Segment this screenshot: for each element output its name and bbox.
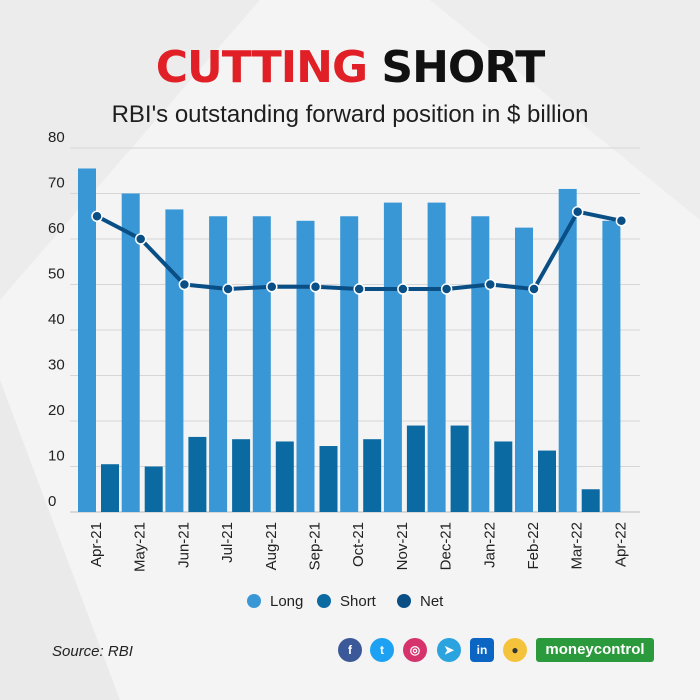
source-note: Source: RBI	[52, 643, 133, 660]
bar-long	[209, 216, 228, 512]
net-point	[91, 210, 103, 222]
y-tick-label: 10	[48, 448, 65, 465]
net-point	[440, 283, 453, 295]
x-tick-label: Feb-22	[525, 522, 542, 570]
bar-short	[581, 489, 600, 512]
facebook-icon[interactable]: f	[338, 638, 362, 662]
x-tick-label: Dec-21	[438, 522, 455, 570]
chart-title: CUTTING SHORT	[0, 42, 700, 94]
bar-long	[427, 202, 446, 512]
y-tick-label: 40	[48, 311, 65, 328]
x-tick-label: Oct-21	[350, 522, 367, 567]
bar-long	[165, 209, 184, 513]
legend-label: Net	[420, 593, 444, 610]
bar-short	[450, 425, 469, 512]
net-point	[266, 281, 278, 293]
x-tick-label: Jul-21	[219, 522, 236, 563]
bar-long	[383, 202, 402, 512]
legend-label: Long	[270, 593, 303, 610]
bar-short	[494, 441, 513, 512]
net-point	[309, 281, 322, 293]
y-tick-label: 30	[48, 357, 65, 374]
twitter-icon[interactable]: t	[370, 638, 394, 662]
bar-short	[101, 464, 119, 512]
y-tick-label: 80	[48, 129, 65, 146]
x-tick-label: Apr-21	[88, 522, 105, 567]
bar-long	[252, 216, 271, 512]
bar-long	[78, 168, 96, 512]
bar-long	[296, 220, 315, 513]
bar-long	[471, 216, 490, 512]
brand-logo[interactable]: moneycontrol	[536, 638, 654, 662]
net-point	[571, 205, 584, 218]
bar-short	[406, 425, 425, 512]
net-point	[353, 283, 365, 295]
bar-short	[363, 439, 382, 512]
net-point	[615, 215, 628, 227]
bar-short	[275, 441, 294, 512]
net-point	[222, 283, 234, 295]
y-tick-label: 50	[48, 266, 65, 283]
legend-marker	[397, 594, 411, 608]
bar-long	[121, 193, 140, 512]
x-tick-label: Sep-21	[307, 522, 324, 570]
chart-subtitle: RBI's outstanding forward position in $ …	[111, 101, 589, 128]
x-tick-label: Apr-22	[612, 522, 629, 567]
x-tick-label: Jan-22	[481, 522, 498, 568]
x-tick-label: Aug-21	[263, 522, 280, 570]
bar-short	[232, 439, 251, 512]
bar-short	[538, 450, 556, 512]
koo-icon[interactable]: ●	[503, 638, 527, 662]
telegram-icon[interactable]: ➤	[437, 638, 461, 662]
x-tick-label: Mar-22	[569, 522, 586, 570]
bar-short	[188, 436, 207, 512]
net-point	[484, 278, 497, 291]
bar-short	[144, 466, 163, 512]
legend-marker	[317, 594, 331, 608]
y-tick-label: 70	[48, 175, 65, 192]
x-tick-label: Nov-21	[394, 522, 411, 570]
instagram-icon[interactable]: ◎	[403, 638, 427, 662]
title-red-part: CUTTING	[155, 42, 368, 93]
bar-short	[319, 446, 338, 512]
net-point	[528, 283, 540, 295]
x-tick-label: May-21	[132, 522, 149, 572]
bar-long	[558, 188, 577, 512]
legend-marker	[247, 594, 261, 608]
bar-long	[602, 220, 621, 513]
bar-long	[340, 216, 359, 512]
net-point	[178, 278, 191, 291]
y-tick-label: 60	[48, 220, 65, 237]
y-tick-label: 0	[48, 493, 56, 510]
y-tick-label: 20	[48, 402, 65, 419]
title-black-part: SHORT	[381, 42, 545, 93]
bar-long	[515, 227, 533, 512]
legend-label: Short	[340, 593, 377, 610]
net-point	[397, 283, 409, 295]
net-point	[134, 233, 147, 245]
x-tick-label: Jun-21	[175, 522, 192, 568]
linkedin-icon[interactable]: in	[470, 638, 494, 662]
